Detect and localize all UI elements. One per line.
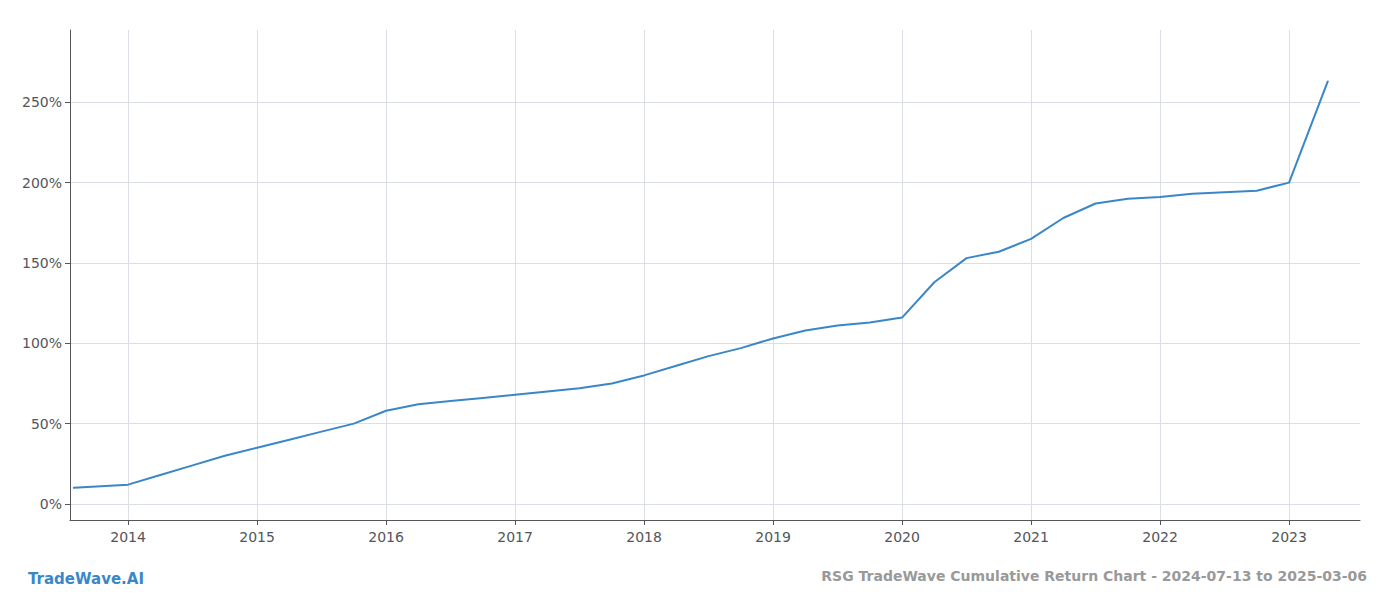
svg-text:2023: 2023 — [1271, 529, 1307, 545]
svg-text:2018: 2018 — [626, 529, 662, 545]
svg-text:200%: 200% — [22, 175, 62, 191]
svg-text:250%: 250% — [22, 94, 62, 110]
svg-text:2020: 2020 — [884, 529, 920, 545]
svg-text:50%: 50% — [31, 416, 62, 432]
svg-text:RSG TradeWave Cumulative Retur: RSG TradeWave Cumulative Return Chart - … — [821, 568, 1367, 584]
svg-text:2017: 2017 — [497, 529, 533, 545]
svg-text:100%: 100% — [22, 335, 62, 351]
svg-text:TradeWave.AI: TradeWave.AI — [28, 570, 144, 588]
svg-text:2014: 2014 — [110, 529, 146, 545]
svg-text:2015: 2015 — [239, 529, 275, 545]
svg-text:2022: 2022 — [1142, 529, 1178, 545]
svg-text:150%: 150% — [22, 255, 62, 271]
svg-text:2016: 2016 — [368, 529, 404, 545]
svg-text:2021: 2021 — [1013, 529, 1049, 545]
svg-text:2019: 2019 — [755, 529, 791, 545]
svg-text:0%: 0% — [40, 496, 62, 512]
